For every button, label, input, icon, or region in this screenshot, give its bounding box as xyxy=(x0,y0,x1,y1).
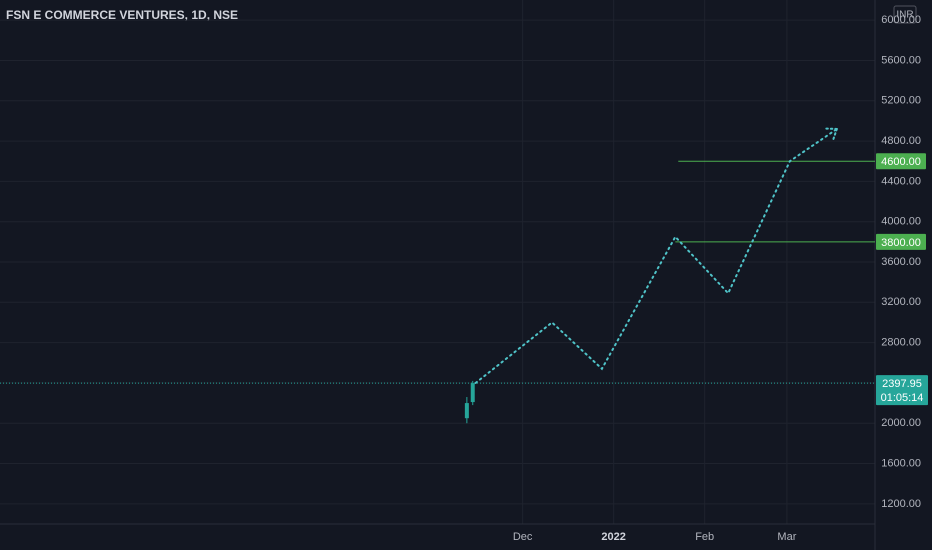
x-tick-label: Mar xyxy=(777,531,796,543)
countdown: 01:05:14 xyxy=(881,392,924,404)
candle-body xyxy=(464,403,469,419)
y-tick-label: 2800.00 xyxy=(881,337,921,349)
currency-box xyxy=(893,5,917,24)
y-tick-label: 3600.00 xyxy=(881,256,921,268)
currency: INR xyxy=(896,10,913,21)
x-tick-label: 2022 xyxy=(601,531,625,543)
level-label: 3800.00 xyxy=(881,237,921,249)
level-label-box xyxy=(876,153,926,170)
y-tick-label: 6000.00 xyxy=(881,14,921,26)
projection-arrow xyxy=(832,127,838,141)
last-price-box xyxy=(876,375,928,406)
y-tick-label: 2000.00 xyxy=(881,417,921,429)
chart-title: FSN E COMMERCE VENTURES, 1D, NSE xyxy=(6,8,238,22)
y-tick-label: 3200.00 xyxy=(881,296,921,308)
y-tick-label: 4800.00 xyxy=(881,135,921,147)
y-tick-label: 4400.00 xyxy=(881,175,921,187)
x-tick-label: Dec xyxy=(513,531,533,543)
y-tick-label: 1600.00 xyxy=(881,457,921,469)
y-tick-label: 1200.00 xyxy=(881,498,921,510)
projection-line xyxy=(474,127,838,384)
candle-body xyxy=(470,383,475,403)
y-tick-label: 4000.00 xyxy=(881,216,921,228)
x-tick-label: Feb xyxy=(695,531,714,543)
level-label: 4600.00 xyxy=(881,156,921,168)
last-price-label: 2397.95 xyxy=(882,378,922,390)
level-label-box xyxy=(876,233,926,250)
y-tick-label: 5600.00 xyxy=(881,54,921,66)
y-tick-label: 5200.00 xyxy=(881,95,921,107)
